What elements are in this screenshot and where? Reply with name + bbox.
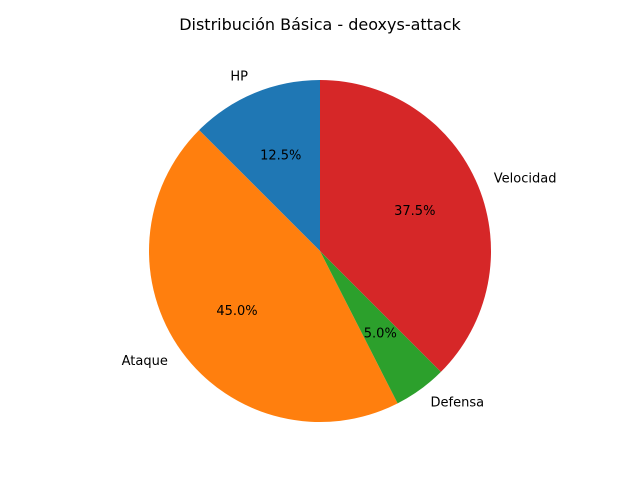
pie-slice-ataque bbox=[149, 130, 398, 422]
slice-percent-hp: 12.5% bbox=[260, 149, 301, 164]
chart-title: Distribución Básica - deoxys-attack bbox=[179, 15, 461, 34]
pie-slice-velocidad bbox=[320, 80, 491, 372]
pie-slice-hp bbox=[199, 80, 320, 251]
slice-label-velocidad: Velocidad bbox=[494, 172, 557, 187]
slice-label-defensa: Defensa bbox=[431, 396, 485, 411]
slice-percent-defensa: 5.0% bbox=[364, 327, 397, 342]
slice-percent-ataque: 45.0% bbox=[216, 304, 257, 319]
pie-slices bbox=[149, 80, 491, 422]
slice-percent-velocidad: 37.5% bbox=[394, 204, 435, 219]
pie-labels: HP 12.5% Ataque 45.0% Defensa 5.0% Velocidad 37… bbox=[122, 70, 557, 411]
slice-label-hp: HP bbox=[230, 70, 248, 85]
pie-slice-defensa bbox=[320, 251, 441, 404]
slice-label-ataque: Ataque bbox=[122, 354, 168, 369]
